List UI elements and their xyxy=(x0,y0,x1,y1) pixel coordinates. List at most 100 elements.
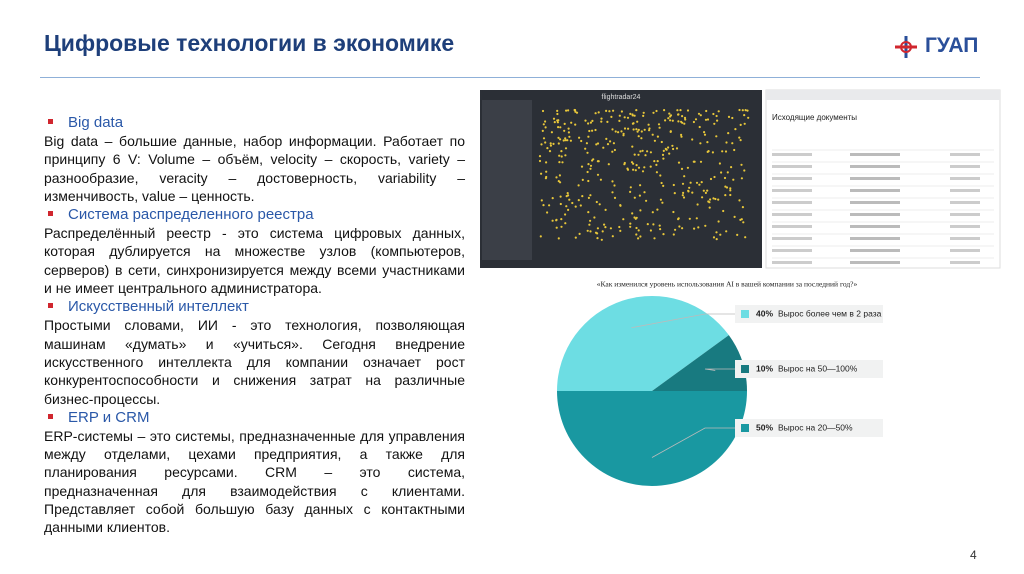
plane-dot xyxy=(555,219,558,222)
plane-dot xyxy=(645,199,648,202)
plane-dot xyxy=(600,120,603,123)
section: ERP и CRM ERP-системы – это системы, пред… xyxy=(44,408,465,537)
plane-dot xyxy=(686,109,690,112)
plane-dot xyxy=(637,128,640,131)
label-box xyxy=(735,305,883,323)
plane-dot xyxy=(700,181,703,184)
row-text xyxy=(950,249,980,252)
row-text xyxy=(950,237,980,240)
plane-dot xyxy=(542,137,546,140)
plane-dot xyxy=(551,219,554,222)
value-label: 40% xyxy=(756,308,773,318)
plane-dot xyxy=(733,148,736,152)
plane-dot xyxy=(712,236,716,239)
plane-dot xyxy=(669,130,672,133)
plane-dot xyxy=(598,203,601,206)
plane-dot xyxy=(623,161,626,165)
doc-rows xyxy=(772,149,994,264)
plane-dot xyxy=(706,118,710,121)
plane-dot xyxy=(683,175,686,178)
plane-dot xyxy=(656,160,659,163)
section-text: Big data – большие данные, набор информа… xyxy=(44,133,465,204)
plane-dot xyxy=(637,166,641,169)
section: Система распределенного реестра Распредел… xyxy=(44,205,465,297)
row-text xyxy=(850,249,900,252)
plane-dot xyxy=(544,177,548,180)
legend-swatch xyxy=(741,424,749,432)
row-text xyxy=(772,237,812,240)
row-text xyxy=(772,213,812,216)
plane-dot xyxy=(600,238,603,241)
plane-dot xyxy=(661,201,664,204)
plane-dot xyxy=(720,171,723,174)
plane-dot xyxy=(667,146,670,149)
plane-dot xyxy=(739,218,742,221)
plane-dot xyxy=(631,145,634,148)
plane-dot xyxy=(604,226,607,229)
plane-dot xyxy=(620,130,623,133)
plane-dot xyxy=(681,194,684,197)
plane-dot xyxy=(596,227,600,230)
section-heading: ERP и CRM xyxy=(44,408,465,427)
plane-dot xyxy=(540,199,543,202)
plane-dot xyxy=(680,167,684,170)
plane-dot xyxy=(557,237,560,240)
plane-dot xyxy=(631,114,634,117)
plane-dot xyxy=(539,235,542,238)
plane-dot xyxy=(664,119,667,122)
section: Big data Big data – большие данные, набор… xyxy=(44,113,465,205)
plane-dot xyxy=(588,223,591,226)
plane-dot xyxy=(662,157,665,160)
plane-dot xyxy=(678,225,681,228)
plane-dot xyxy=(542,204,545,207)
plane-dot xyxy=(738,108,741,112)
plane-dot xyxy=(635,109,638,112)
plane-dot xyxy=(659,174,662,177)
plane-dot xyxy=(738,136,741,139)
row-text xyxy=(950,213,980,216)
plane-dot xyxy=(676,109,679,112)
plane-dot xyxy=(589,164,593,167)
plane-dot xyxy=(566,192,569,195)
plane-dot xyxy=(557,136,560,139)
plane-dot xyxy=(687,189,690,192)
plane-dot xyxy=(635,216,638,219)
plane-dot xyxy=(564,137,567,140)
plane-dot xyxy=(663,109,666,112)
plane-dot xyxy=(731,116,734,120)
plane-dot xyxy=(723,176,727,180)
plane-dot xyxy=(544,141,547,144)
plane-dot xyxy=(715,114,718,118)
plane-dot xyxy=(724,185,727,188)
plane-dot xyxy=(560,218,563,221)
plane-dot xyxy=(542,123,545,126)
plane-dot xyxy=(688,186,691,189)
plane-dot xyxy=(699,114,702,117)
plane-dot xyxy=(633,153,636,156)
plane-dot xyxy=(578,232,581,235)
value-label: 10% xyxy=(756,363,773,373)
plane-dot xyxy=(606,120,609,123)
plane-dot xyxy=(556,112,559,116)
plane-dot xyxy=(563,122,566,125)
plane-dot xyxy=(629,222,632,225)
plane-dot xyxy=(697,112,701,115)
plane-dot xyxy=(693,160,696,163)
plane-dot xyxy=(658,224,661,227)
legend-swatch xyxy=(741,365,749,373)
plane-dot xyxy=(681,115,684,118)
plane-dot xyxy=(540,172,543,175)
plane-dot xyxy=(594,128,597,132)
plane-dot xyxy=(626,116,630,119)
plane-dot xyxy=(711,151,715,154)
plane-dot xyxy=(618,114,621,117)
plane-dot xyxy=(614,130,617,133)
plane-dot xyxy=(565,205,568,208)
plane-dot xyxy=(545,170,548,173)
pie: 40% Вырос более чем в 2 раза 10% Вырос на 5… xyxy=(557,296,883,486)
plane-dot xyxy=(693,227,696,230)
plane-dot xyxy=(642,111,645,114)
row-text xyxy=(950,189,980,192)
plane-dot xyxy=(578,136,581,139)
row-text xyxy=(850,153,900,156)
